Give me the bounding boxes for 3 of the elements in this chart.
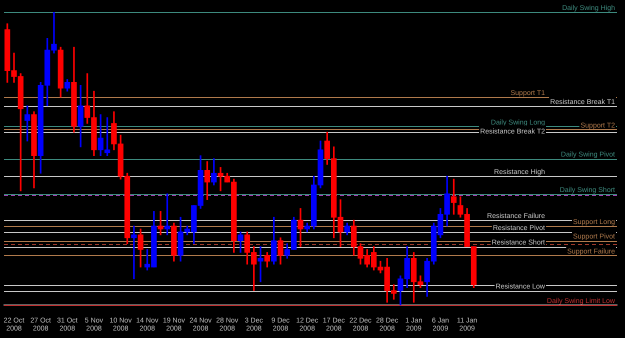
candlestick <box>298 208 304 247</box>
candlestick <box>131 226 137 280</box>
candlestick <box>258 246 264 282</box>
